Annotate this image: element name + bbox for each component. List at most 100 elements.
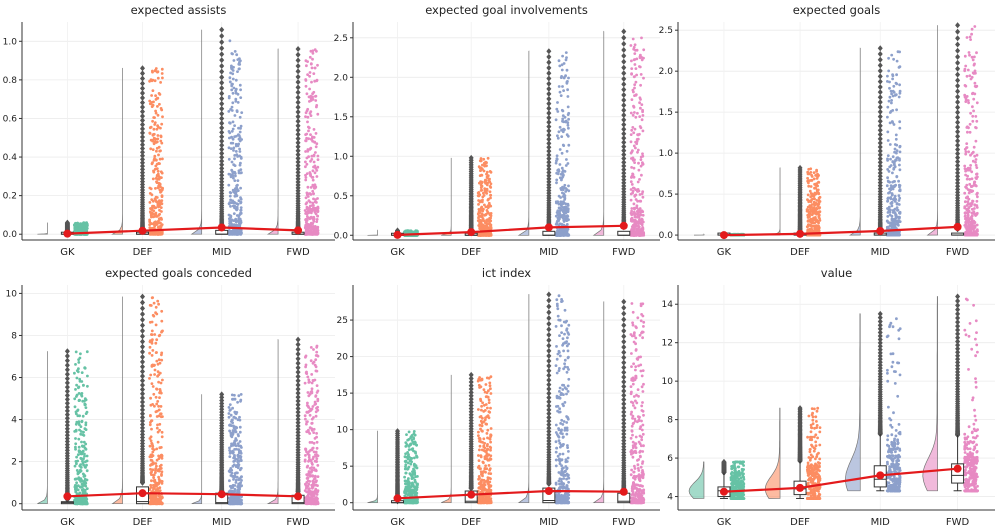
data-point [152,127,156,131]
data-point [886,157,889,161]
data-point [973,203,977,207]
data-point [634,80,638,84]
outlier-marker [621,34,627,41]
data-point [485,192,489,195]
data-point [307,95,311,99]
data-point [968,220,972,224]
data-point [86,224,89,228]
data-point [239,124,243,128]
outlier-marker [877,62,883,69]
data-point [629,188,633,191]
outlier-marker [140,90,146,97]
data-point [231,137,235,141]
data-point [967,224,971,227]
outlier-marker [877,56,883,63]
data-point [306,115,310,119]
data-point [809,224,813,228]
data-point [807,181,810,185]
data-point [316,112,320,116]
data-point [149,222,153,226]
data-point [631,172,634,176]
data-point [160,223,164,227]
data-point [806,219,810,223]
outlier-marker [546,53,552,60]
data-point [153,116,156,119]
data-point [559,94,563,97]
data-point [231,91,235,95]
data-point [312,136,316,139]
mean-point [619,221,628,230]
data-point [157,221,160,225]
data-point [233,154,237,157]
data-point [640,103,644,106]
points-mid [227,39,244,236]
data-point [631,126,635,129]
data-point [303,209,307,212]
data-point [566,227,570,231]
data-point [154,67,158,70]
data-point [234,97,238,101]
data-point [234,78,238,82]
data-point [637,189,641,193]
data-point [232,212,236,216]
x-tick-label: MID [212,247,232,258]
data-point [887,205,891,209]
data-point [159,107,163,110]
outlier-marker [955,77,961,84]
data-point [629,133,633,137]
data-point [630,67,634,70]
data-point [155,96,159,100]
data-point [971,58,975,62]
data-point [309,147,313,150]
data-point [231,101,235,105]
data-point [638,178,641,181]
data-point [313,171,317,175]
data-point [887,56,890,60]
data-point [891,77,894,81]
data-point [817,215,821,219]
data-point [483,213,486,217]
data-point [480,184,484,188]
data-point [558,163,562,166]
data-point [963,164,967,168]
data-point [974,158,978,161]
data-point [631,149,634,153]
subplot-title: expected goals conceded [105,266,252,280]
data-point [480,207,483,211]
data-point [314,145,318,149]
data-point [963,67,967,71]
data-point [888,95,892,99]
data-point [486,198,490,202]
outlier-marker [140,108,146,115]
data-point [567,143,571,147]
data-point [973,84,977,88]
x-tick-label: MID [871,247,891,258]
x-tick-label: FWD [286,247,310,258]
data-point [817,225,820,229]
data-point [156,169,160,173]
data-point [973,55,976,59]
data-point [810,192,814,196]
data-point [151,204,154,208]
data-point [314,95,317,98]
data-point [316,227,319,231]
data-point [816,188,820,192]
data-point [965,36,969,39]
data-point [155,196,159,199]
data-point [812,171,816,175]
data-point [638,115,642,118]
data-point [975,51,978,55]
data-point [815,177,819,180]
violin-fwd [592,30,605,236]
data-point [892,84,896,88]
data-point [638,56,642,60]
data-point [309,224,313,228]
data-point [889,164,893,167]
data-point [310,232,314,236]
data-point [963,84,967,87]
data-point [886,74,889,78]
data-point [159,139,163,143]
data-point [976,229,979,233]
data-point [556,136,560,140]
